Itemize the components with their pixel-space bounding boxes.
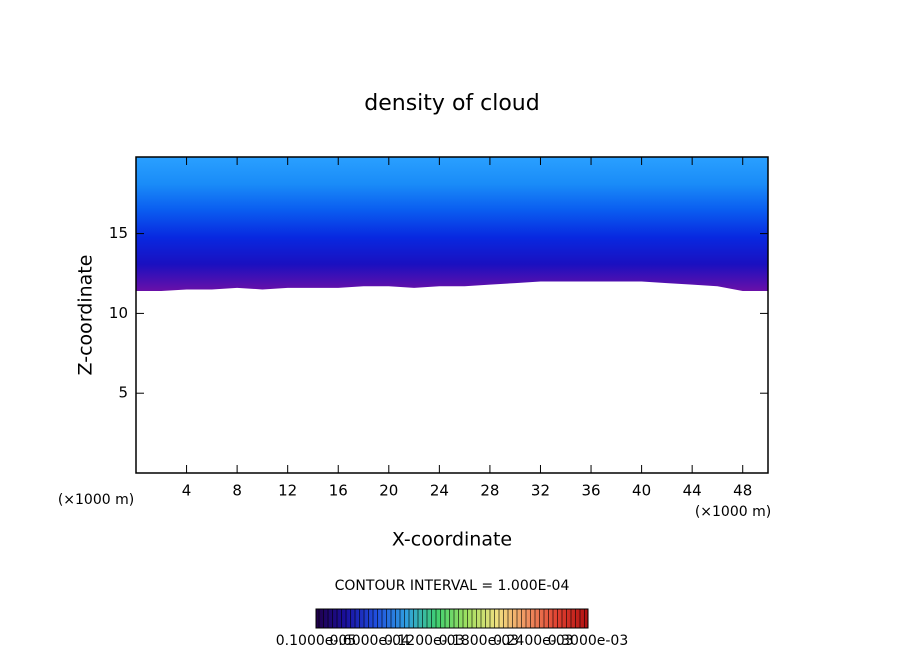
x-unit-label: (×1000 m) [695,504,771,520]
x-tick-label: 36 [581,482,600,500]
x-tick-label: 8 [232,482,242,500]
x-tick-label: 24 [430,482,449,500]
x-tick-label: 28 [480,482,499,500]
x-tick-label: 12 [278,482,297,500]
chart-title: density of cloud [364,91,539,116]
x-tick-label: 44 [683,482,702,500]
cloud-region [136,157,768,292]
x-tick-label: 40 [632,482,651,500]
y-tick-label: 5 [118,384,128,402]
x-axis-label: X-coordinate [392,529,512,551]
colorbar-label: 0.3000e-03 [548,633,628,649]
colorbar-label: 0.1000e-05 [276,633,356,649]
colorbar-label: 0.2400e-03 [493,633,573,649]
colorbar [315,608,589,629]
y-tick-label: 15 [109,224,128,242]
x-tick-label: 4 [182,482,192,500]
colorbar-label: 0.1200e-03 [384,633,464,649]
x-unit-label: (×1000 m) [58,492,134,508]
y-tick-label: 10 [109,304,128,322]
x-tick-label: 20 [379,482,398,500]
x-tick-label: 16 [329,482,348,500]
contour-interval: CONTOUR INTERVAL = 1.000E-04 [335,578,570,594]
x-tick-label: 48 [733,482,752,500]
colorbar-label: 0.1800e-03 [439,633,519,649]
colorbar-label: 0.6000e-04 [329,633,410,649]
plot-frame [135,156,769,474]
x-tick-label: 32 [531,482,550,500]
y-axis-label: Z-coordinate [75,255,97,376]
